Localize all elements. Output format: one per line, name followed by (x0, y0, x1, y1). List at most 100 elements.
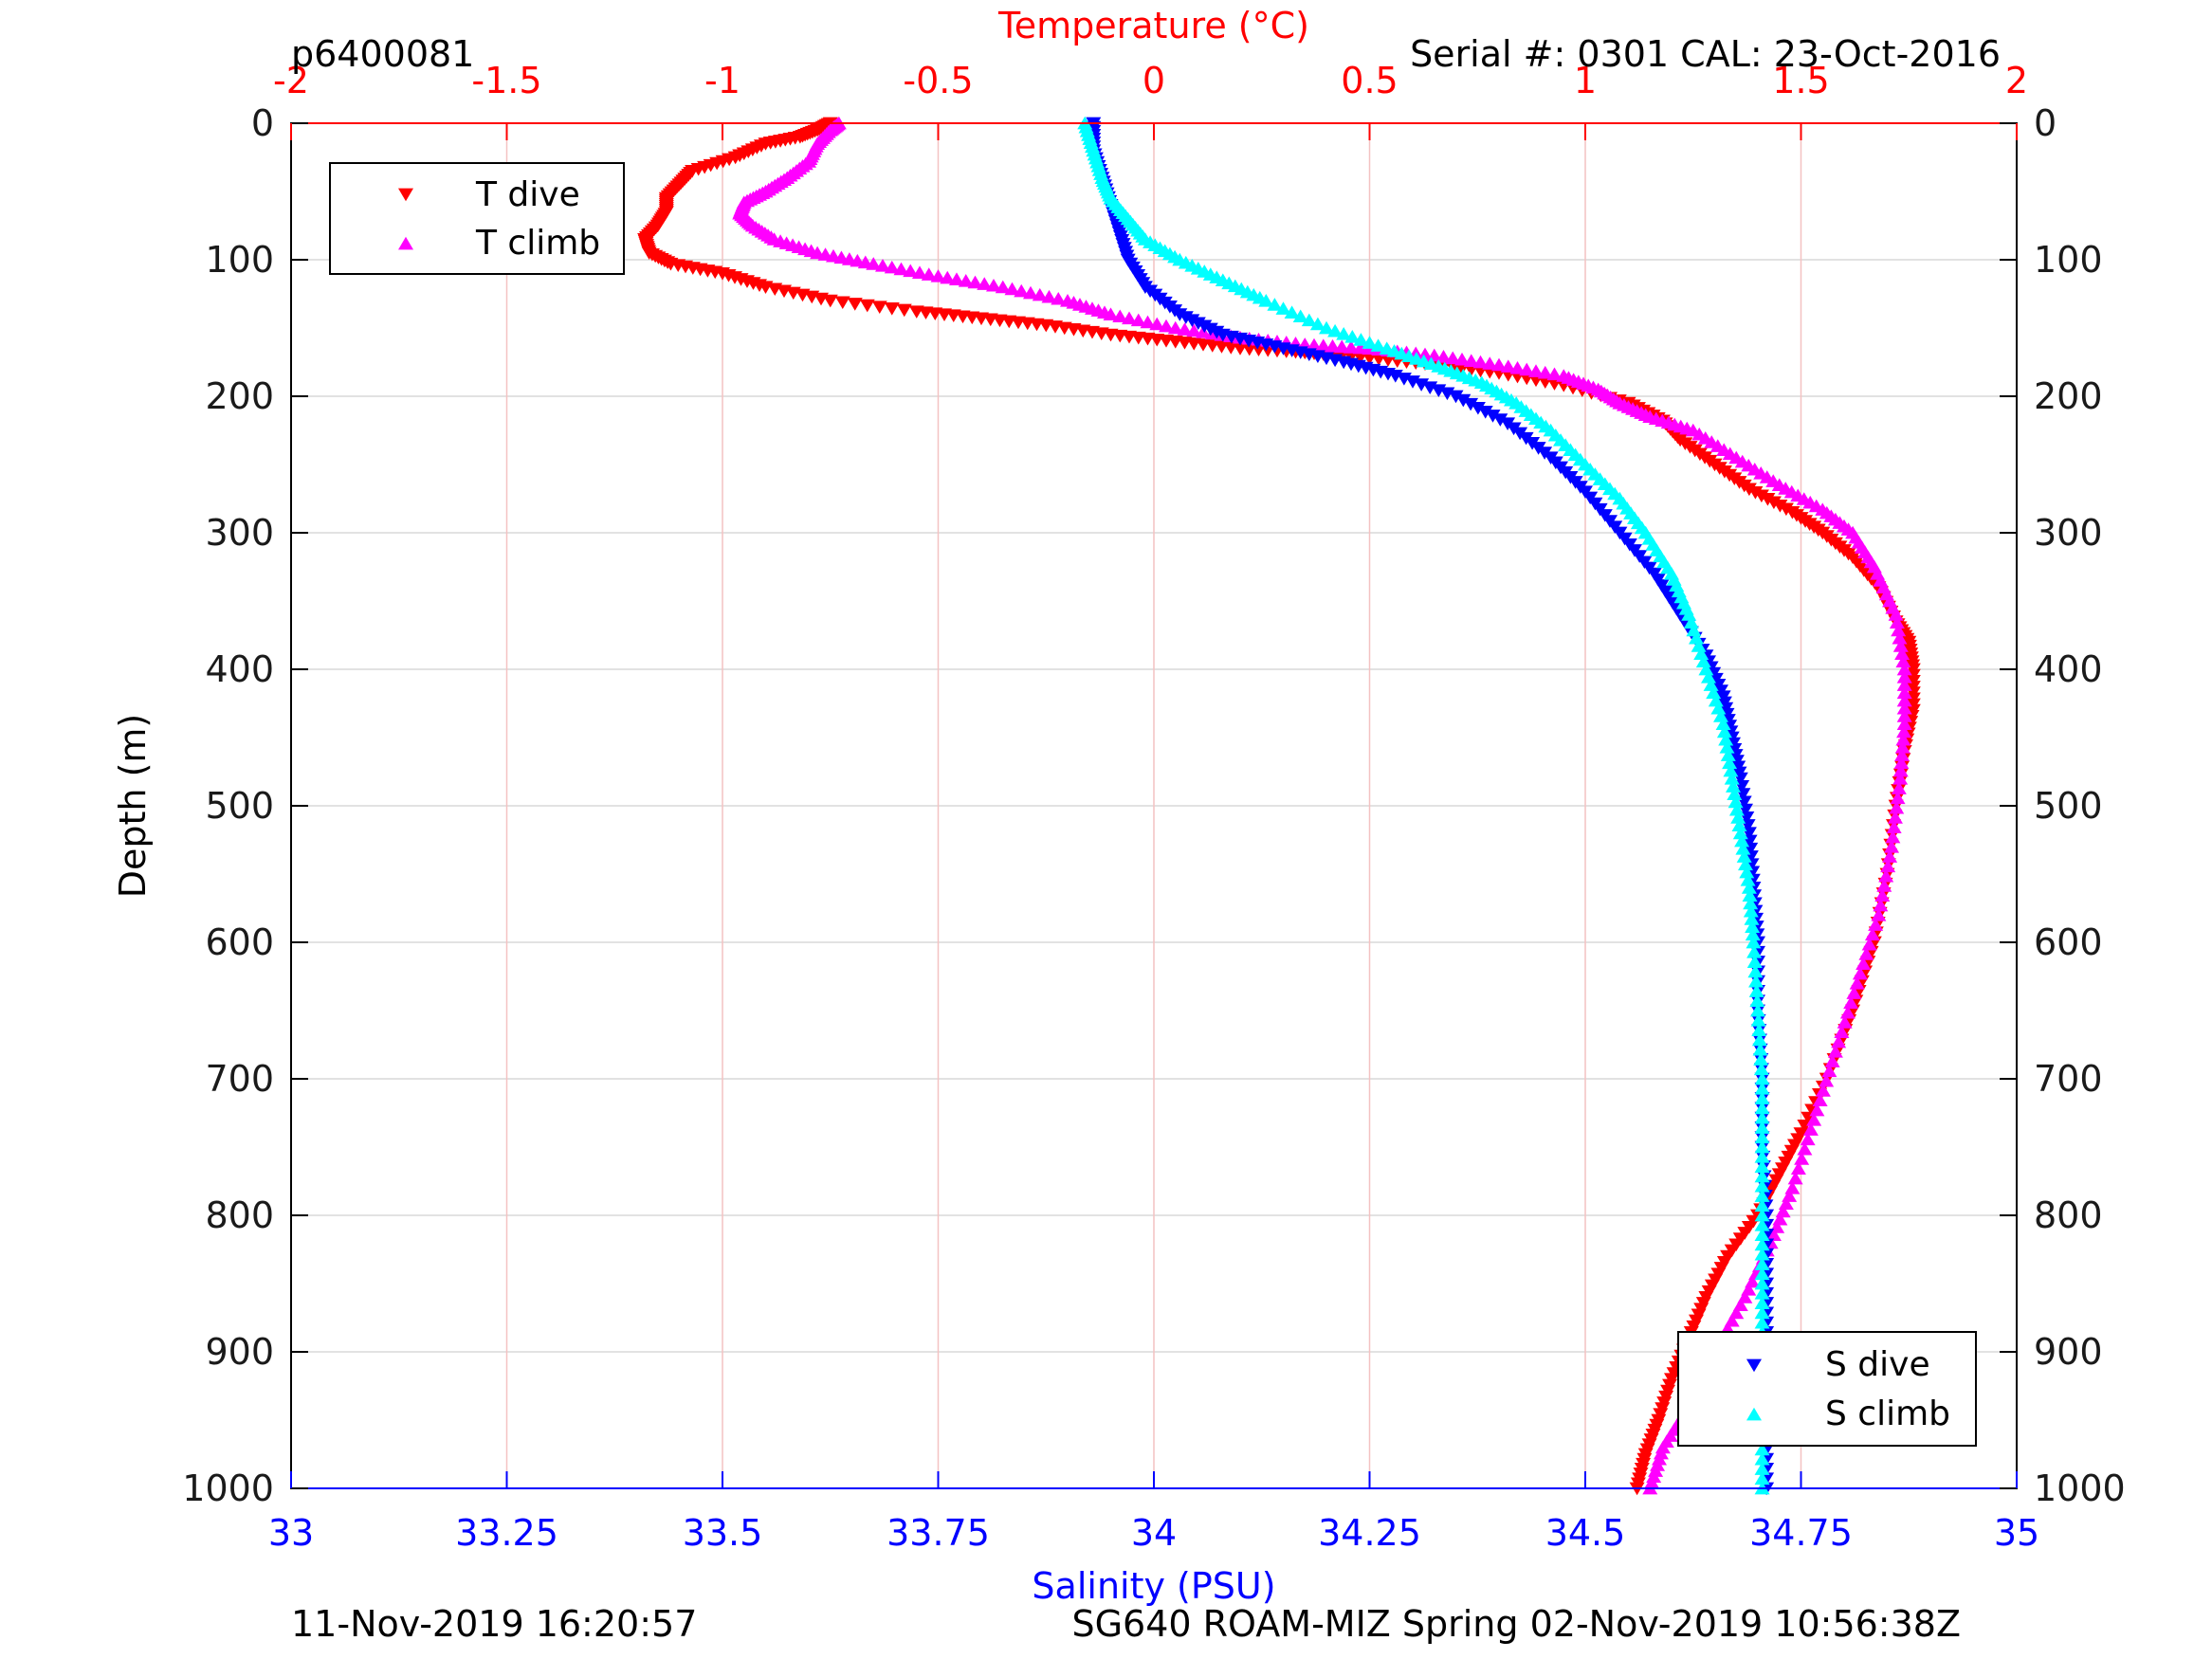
data-point (1888, 608, 1904, 621)
depth-axis-title: Depth (m) (112, 714, 154, 899)
data-point-fill (977, 277, 993, 290)
data-point-fill (1744, 912, 1760, 925)
data-point-fill (1686, 623, 1702, 637)
data-point-fill (1750, 1013, 1766, 1027)
data-point-fill (1710, 701, 1727, 715)
data-point (1746, 935, 1762, 949)
data-point-fill (1292, 309, 1308, 323)
data-point-fill (1873, 898, 1889, 912)
data-point (1849, 976, 1865, 990)
data-point-fill (1325, 338, 1341, 353)
data-point-fill (1754, 1228, 1770, 1241)
temperature-tick-label: -0.5 (903, 60, 973, 101)
data-point-fill (1751, 1023, 1767, 1036)
data-point-fill (1749, 994, 1765, 1008)
data-point-fill (1819, 1073, 1835, 1087)
data-point-fill (1748, 984, 1764, 997)
data-point (1754, 1208, 1770, 1222)
depth-tick-label-left: 800 (205, 1194, 274, 1236)
data-point (1754, 1139, 1770, 1154)
data-point-fill (1891, 623, 1907, 637)
data-point-fill (871, 301, 887, 314)
data-point-fill (1765, 496, 1782, 510)
data-point (1750, 1003, 1765, 1017)
data-point-fill (1746, 955, 1763, 968)
data-point-fill (1718, 732, 1734, 746)
data-point-fill (1892, 630, 1908, 645)
data-point-fill (896, 303, 912, 318)
data-point-fill (1051, 291, 1067, 305)
data-point (1806, 1113, 1822, 1126)
depth-tick-label-right: 700 (2034, 1058, 2103, 1100)
salinity-tick-label: 34.25 (1318, 1512, 1421, 1554)
data-point-fill (884, 302, 900, 316)
data-point-fill (1745, 920, 1761, 933)
data-point-fill (1754, 1315, 1770, 1329)
data-point-fill (1885, 830, 1901, 844)
data-point-fill (1852, 966, 1868, 980)
data-point-fill (1815, 1084, 1831, 1097)
data-point-fill (1284, 305, 1300, 319)
data-point-fill (1307, 337, 1322, 352)
legend-s-climb-label: S climb (1825, 1395, 1950, 1433)
data-point-fill (1878, 868, 1894, 883)
data-point-fill (986, 278, 1001, 292)
data-point-fill (1014, 283, 1030, 298)
data-point-fill (1726, 779, 1741, 793)
data-point-fill (1754, 1218, 1770, 1231)
data-point-fill (1730, 811, 1746, 824)
data-point-fill (1837, 1015, 1853, 1029)
data-point-fill (1809, 1103, 1825, 1117)
legend-s-climb-marker (1746, 1407, 1762, 1421)
data-point (1741, 881, 1757, 894)
data-point (1698, 662, 1714, 676)
data-point-fill (1754, 1101, 1770, 1115)
data-point-fill (1802, 1122, 1819, 1136)
salinity-tick-label: 35 (1994, 1512, 2039, 1554)
data-point-fill (1754, 1189, 1770, 1202)
data-point-fill (1895, 732, 1911, 746)
data-point-fill (1754, 1130, 1770, 1144)
data-point-fill (1864, 927, 1880, 941)
serial-cal-label: Serial #: 0301 CAL: 23-Oct-2016 (1410, 33, 2001, 75)
data-point-fill (1861, 937, 1877, 951)
data-point-fill (912, 265, 927, 279)
data-point-fill (1112, 309, 1128, 323)
data-point (1319, 320, 1334, 335)
data-point-fill (1327, 323, 1344, 337)
profile-id-label: p6400081 (291, 33, 474, 75)
salinity-tick-label: 33.75 (887, 1512, 990, 1554)
depth-tick-label-right: 400 (2034, 648, 2103, 690)
data-point-fill (1778, 502, 1794, 517)
legend-t-dive-label: T dive (475, 175, 580, 214)
data-point (1724, 772, 1740, 785)
mission-label: SG640 ROAM-MIZ Spring 02-Nov-2019 10:56:… (1071, 1603, 1961, 1645)
plot-timestamp-label: 11-Nov-2019 16:20:57 (291, 1603, 697, 1645)
data-point-fill (1800, 1132, 1816, 1146)
depth-tick-label-right: 100 (2034, 239, 2103, 281)
data-point-fill (1751, 1032, 1767, 1047)
legend-s-dive-marker (1746, 1358, 1762, 1373)
depth-tick-label-right: 500 (2034, 785, 2103, 827)
legend-temperature: T dive T climb (329, 162, 625, 275)
temperature-tick-label: 2 (2005, 60, 2028, 101)
data-point-fill (1301, 313, 1317, 327)
salinity-tick-label: 34.75 (1749, 1512, 1853, 1554)
data-point-fill (1546, 367, 1563, 381)
legend-t-climb-marker (398, 236, 413, 250)
data-point-fill (1267, 298, 1283, 311)
data-point-fill (1754, 1150, 1770, 1163)
data-point-fill (1754, 1462, 1770, 1475)
data-point-fill (1693, 647, 1709, 660)
data-point-fill (1492, 413, 1508, 427)
data-point-fill (1334, 339, 1350, 354)
data-point (1827, 1045, 1843, 1058)
data-point-fill (1309, 317, 1325, 331)
data-point-fill (1876, 879, 1892, 892)
data-point (1892, 772, 1909, 785)
data-point-fill (958, 274, 974, 287)
data-point (1681, 608, 1697, 621)
data-point-fill (1719, 740, 1735, 754)
data-point-fill (949, 272, 964, 285)
